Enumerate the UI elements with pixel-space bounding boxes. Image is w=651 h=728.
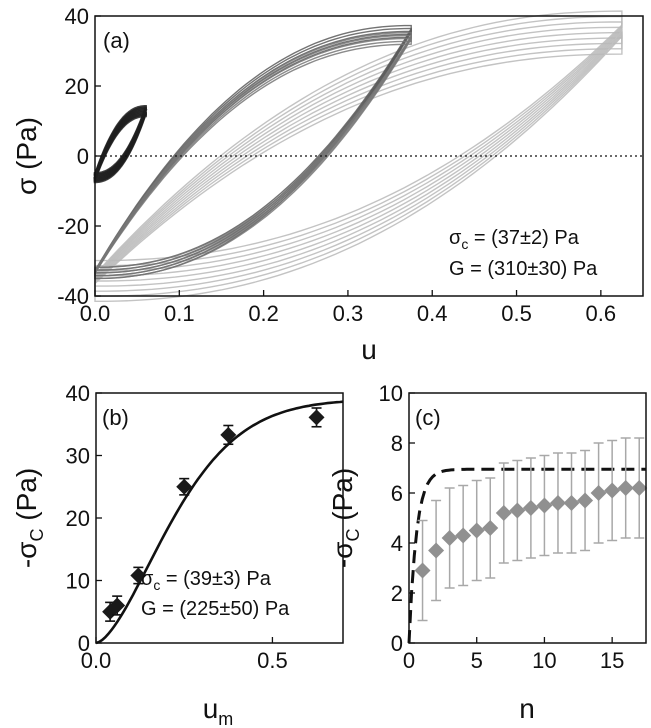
- annotation-G-b: G = (225±50) Pa: [141, 598, 290, 620]
- data-point: [455, 527, 472, 544]
- y-tick-label: 30: [66, 444, 90, 469]
- data-point: [468, 522, 485, 539]
- x-tick-label: 0.4: [417, 301, 448, 326]
- x-axis-label-b: um: [203, 693, 234, 728]
- y-tick-label: 20: [65, 74, 89, 99]
- y-axis-ticks-a: -40 -20 0 20 40: [57, 4, 101, 309]
- data-point: [536, 497, 553, 514]
- y-tick-label: 10: [66, 569, 90, 594]
- y-tick-label: 4: [391, 531, 403, 556]
- x-tick-label: 0.6: [586, 301, 617, 326]
- y-tick-label: 8: [391, 431, 403, 456]
- data-points-c: [414, 437, 648, 622]
- x-tick-label: 0.1: [164, 301, 195, 326]
- data-point: [495, 505, 512, 521]
- x-tick-label: 5: [471, 648, 483, 673]
- x-tick-label: 0.0: [80, 301, 111, 326]
- data-point: [617, 480, 634, 496]
- data-point: [522, 500, 539, 516]
- annotation-sigma-c-b: σc = (39±3) Pa: [141, 568, 272, 593]
- x-axis-label-c: n: [519, 693, 535, 724]
- panel-label-b: (b): [102, 405, 129, 430]
- y-axis-label-b: -σC (Pa): [11, 468, 47, 568]
- dashed-model-curve-c: [407, 467, 646, 644]
- x-axis-ticks-c: 0 5 10 15: [403, 637, 624, 673]
- loop-curve: [94, 15, 623, 278]
- fit-curve-b: [95, 400, 344, 645]
- annotation-G-a: G = (310±30) Pa: [449, 258, 598, 280]
- y-tick-label: 0: [78, 631, 90, 656]
- y-axis-ticks-b: 0 10 20 30 40: [66, 381, 102, 656]
- data-point: [414, 562, 431, 579]
- y-tick-label: 0: [391, 631, 403, 656]
- data-point: [109, 597, 126, 614]
- data-points-b: [102, 407, 325, 622]
- data-point: [482, 520, 499, 536]
- panel-label-a: (a): [103, 28, 130, 53]
- x-tick-label: 0.0: [81, 648, 112, 673]
- x-tick-label: 0.5: [501, 301, 532, 326]
- data-point: [631, 480, 648, 496]
- loop-curve: [94, 21, 623, 279]
- data-point: [176, 478, 193, 495]
- panel-label-c: (c): [415, 405, 441, 430]
- y-axis-label-a: σ (Pa): [11, 117, 42, 195]
- data-point: [441, 530, 458, 546]
- y-tick-label: -20: [57, 214, 89, 239]
- y-axis-ticks-c: 0 2 4 6 8 10: [379, 381, 415, 656]
- data-point: [563, 495, 580, 511]
- data-point: [590, 485, 607, 501]
- loop-curve: [94, 10, 623, 277]
- loop-curve: [93, 105, 147, 176]
- data-point: [220, 426, 237, 443]
- x-tick-label: 15: [600, 648, 624, 673]
- x-tick-label: 0: [403, 648, 415, 673]
- y-tick-label: 40: [66, 381, 90, 406]
- y-tick-label: 10: [379, 381, 403, 406]
- panel-b: 0.0 0.5 0 10 20 30 40 (b) um -σC (Pa) σc = (3…: [11, 381, 344, 728]
- data-point: [604, 482, 621, 499]
- y-tick-label: 40: [65, 4, 89, 29]
- y-axis-label-c: -σC (Pa): [327, 468, 363, 568]
- x-tick-label: 0.5: [257, 648, 288, 673]
- loop-curve: [94, 28, 623, 282]
- plot-frame-c: [408, 392, 647, 644]
- loop-curve: [94, 31, 412, 274]
- y-tick-label: 6: [391, 481, 403, 506]
- annotation-sigma-c-a: σc = (37±2) Pa: [449, 227, 580, 252]
- x-tick-label: 0.3: [333, 301, 364, 326]
- y-tick-label: 20: [66, 506, 90, 531]
- x-axis-label-a: u: [361, 334, 377, 365]
- y-tick-label: 2: [391, 581, 403, 606]
- y-tick-label: -40: [57, 284, 89, 309]
- data-point: [308, 409, 325, 426]
- y-tick-label: 0: [77, 144, 89, 169]
- loop-curve: [94, 26, 623, 280]
- data-point: [577, 492, 594, 509]
- data-point: [509, 502, 526, 519]
- x-axis-ticks-b: 0.0 0.5: [81, 637, 288, 673]
- data-point: [549, 495, 566, 511]
- x-tick-label: 0.2: [248, 301, 279, 326]
- x-axis-ticks-a: 0.0 0.1 0.2 0.3 0.4 0.5 0.6: [80, 290, 616, 326]
- hysteresis-loops: [93, 10, 623, 302]
- panel-c: 0 5 10 15 0 2 4 6 8 10 (c) n -σC (Pa): [327, 381, 648, 724]
- data-point: [428, 542, 445, 559]
- data-point: [130, 567, 147, 584]
- x-tick-label: 10: [532, 648, 556, 673]
